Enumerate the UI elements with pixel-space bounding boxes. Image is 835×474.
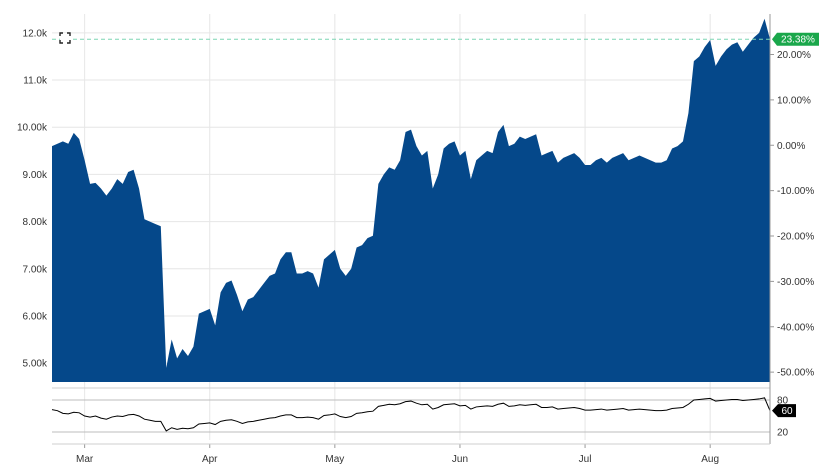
x-tick-label: Jun: [452, 454, 468, 465]
oscillator-value-label: 60: [781, 406, 793, 417]
chart-axes: 5.00k 6.00k 7.00k 8.00k 9.00k 10.00k 11.0k 12.0…: [17, 14, 814, 465]
oscillator-layer: 80 20: [51, 387, 789, 439]
y-right-tick-label: -40.00%: [777, 322, 814, 333]
y-right-tick-label: 0.00%: [777, 141, 805, 152]
oscillator-tick-label: 80: [777, 396, 789, 407]
y-right-tick-label: 20.00%: [777, 50, 811, 61]
y-right-tick-label: -30.00%: [777, 277, 814, 288]
current-change-label: 23.38%: [781, 35, 815, 46]
y-left-tick-label: 9.00k: [23, 170, 48, 181]
oscillator-value-badge: 60: [772, 404, 796, 418]
x-tick-label: Jul: [579, 454, 592, 465]
y-left-tick-label: 10.00k: [17, 123, 48, 134]
y-right-tick-label: -10.00%: [777, 186, 814, 197]
y-right-tick-label: 10.00%: [777, 95, 811, 106]
y-left-tick-label: 11.0k: [23, 76, 48, 87]
oscillator-tick-label: 20: [777, 428, 789, 439]
y-right-tick-label: -50.00%: [777, 368, 814, 379]
y-left-tick-label: 7.00k: [23, 264, 48, 275]
y-left-tick-label: 12.0k: [23, 28, 48, 39]
oscillator-line: [51, 397, 771, 432]
x-tick-label: Apr: [202, 454, 218, 465]
y-right-tick-label: -20.00%: [777, 232, 814, 243]
price-area: [52, 18, 770, 382]
expand-icon[interactable]: [59, 32, 71, 44]
chart-area-layer: [52, 18, 770, 382]
y-left-tick-label: 8.00k: [23, 217, 48, 228]
x-tick-label: Aug: [701, 454, 719, 465]
y-left-tick-label: 5.00k: [23, 359, 48, 370]
x-tick-label: Mar: [76, 454, 94, 465]
y-left-tick-label: 6.00k: [23, 311, 48, 322]
current-change-badge: 23.38%: [772, 32, 819, 46]
x-tick-label: May: [325, 454, 344, 465]
